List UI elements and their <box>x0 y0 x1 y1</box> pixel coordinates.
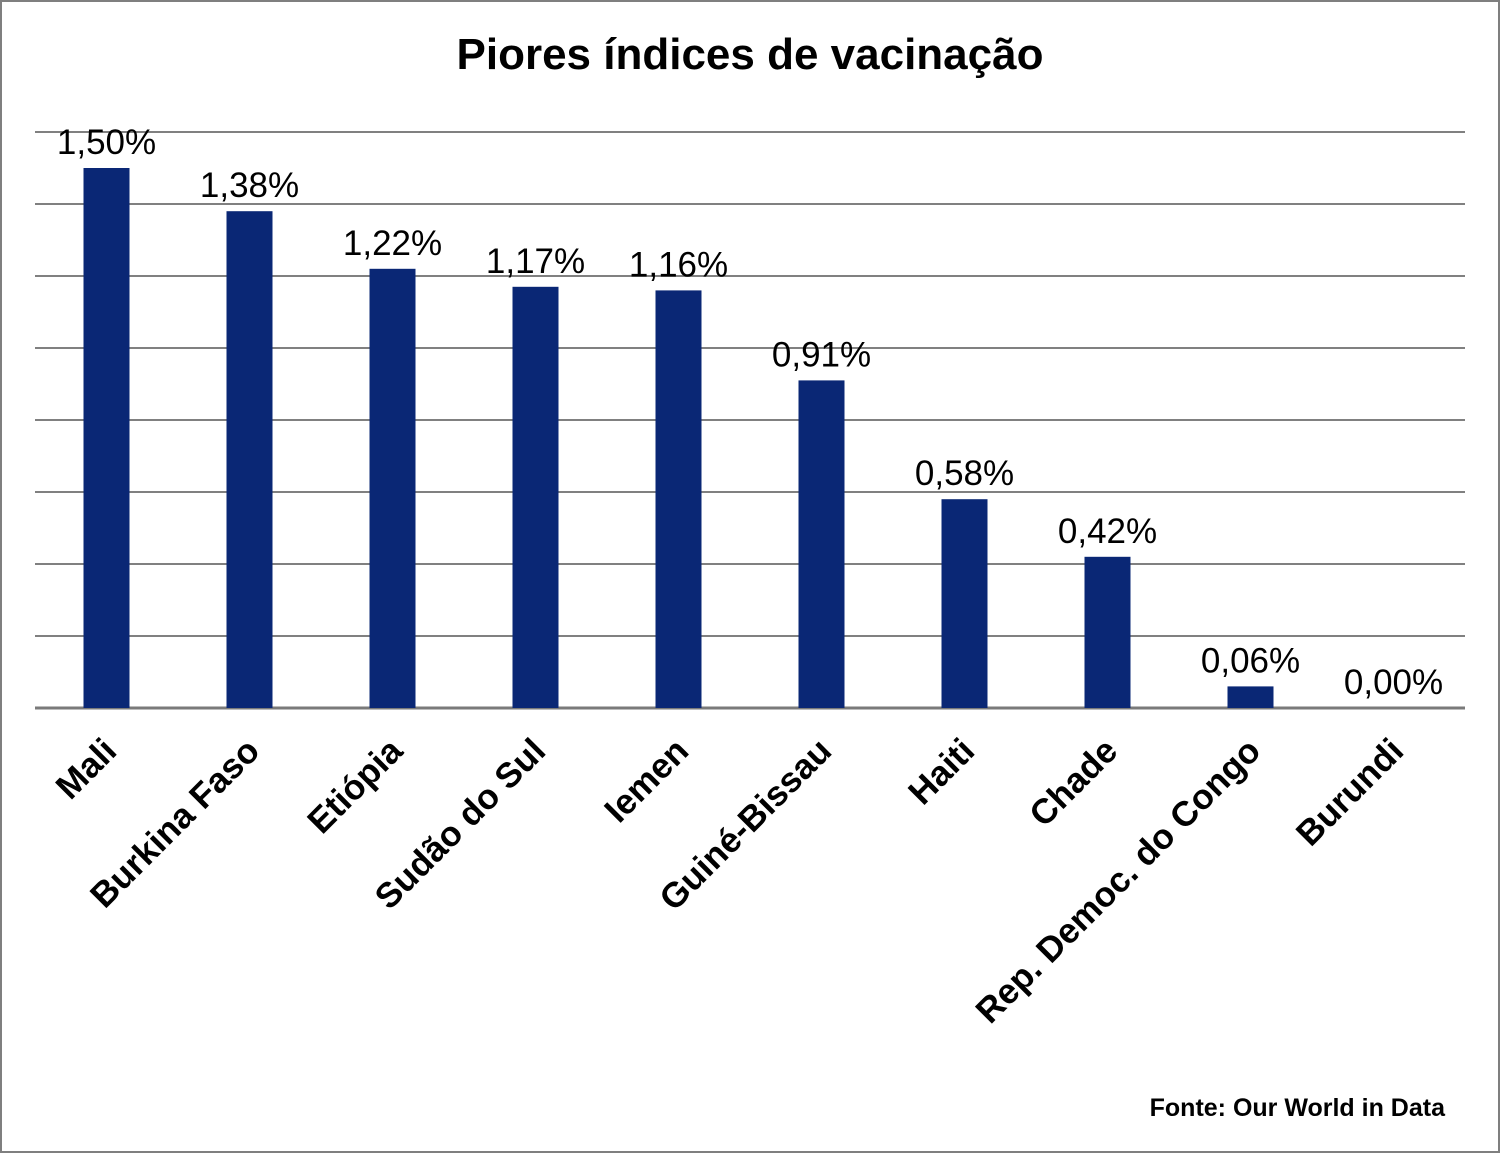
data-label: 1,50% <box>57 123 156 162</box>
bar-9 <box>1227 686 1274 708</box>
source-note: Fonte: Our World in Data <box>1149 1094 1445 1122</box>
chart-title: Piores índices de vacinação <box>456 30 1044 79</box>
category-label: Haiti <box>901 731 982 812</box>
category-label: Burundi <box>1289 731 1411 853</box>
data-label: 1,17% <box>486 242 585 281</box>
bar-7 <box>941 499 988 708</box>
bar-1 <box>83 168 130 708</box>
gridlines <box>35 131 1465 710</box>
bar-4 <box>512 286 559 708</box>
data-label: 1,16% <box>629 245 728 284</box>
category-label: Mali <box>48 731 124 807</box>
bar-6 <box>798 380 845 708</box>
bar-3 <box>369 268 416 708</box>
data-label: 0,06% <box>1201 641 1300 680</box>
data-label: 0,00% <box>1344 663 1443 702</box>
bar-8 <box>1084 556 1131 708</box>
bar-2 <box>226 211 273 708</box>
bar-5 <box>655 290 702 708</box>
category-label: Chade <box>1022 731 1125 834</box>
category-label: Iemen <box>597 731 696 830</box>
data-labels: 1,50% 1,38% 1,22% 1,17% 1,16% 0,91% 0,58% 0,42%… <box>57 123 1443 702</box>
data-label: 0,91% <box>772 335 871 374</box>
category-label: Etiópia <box>300 731 410 841</box>
bars <box>83 168 1274 708</box>
data-label: 1,22% <box>343 224 442 263</box>
category-label: Rep. Democ. do Congo <box>968 731 1268 1031</box>
data-label: 0,42% <box>1058 512 1157 551</box>
data-label: 1,38% <box>200 166 299 205</box>
data-label: 0,58% <box>915 454 1014 493</box>
